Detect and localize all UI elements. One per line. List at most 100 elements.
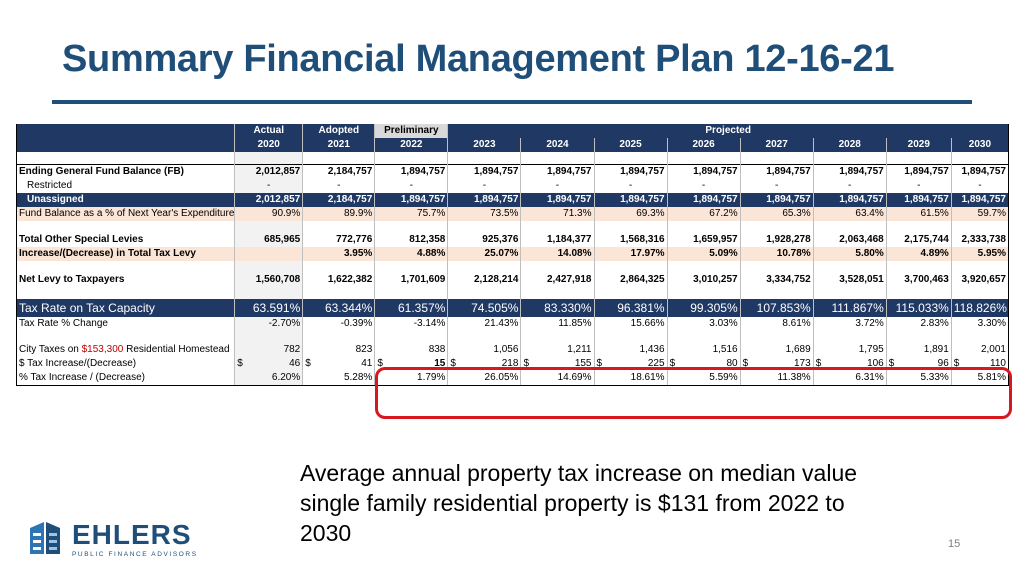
spacer-cell [666,152,741,165]
cell-pct_change: 6.20% [234,371,303,386]
spacer-cell [447,261,521,273]
cell-fb_pct: 69.3% [593,207,668,221]
cell-city_taxes: 838 [374,343,448,357]
spacer-cell [666,221,741,233]
spacer-cell [520,152,594,165]
cell-net_levy: 2,128,214 [447,273,521,287]
cell-value: 173 [794,358,811,369]
cell-levy_change: 4.88% [374,247,448,261]
year-header: 2024 [520,138,594,152]
cell-pct_change: 5.33% [885,371,952,386]
spacer-cell [666,261,741,273]
cell-city_taxes: 1,056 [447,343,521,357]
spacer-row [15,221,1010,233]
year-header: 2028 [812,138,887,152]
cell-tax_rate_change: -3.14% [374,317,448,331]
header-actual: Actual [234,124,303,138]
row-label-pct_change: % Tax Increase / (Decrease) [15,371,235,386]
cell-tax_rate_change: 3.30% [950,317,1010,331]
cell-levy_change: 25.07% [447,247,521,261]
spacer-cell [234,331,303,343]
title-divider [52,100,972,104]
cell-special_levies: 1,184,377 [520,233,594,247]
cell-net_levy: 3,010,257 [666,273,741,287]
cell-tax_rate_change: 3.72% [812,317,887,331]
cell-special_levies: 2,063,468 [812,233,887,247]
page-number: 15 [948,538,961,550]
cell-value: 106 [867,358,884,369]
cell-restricted: - [520,179,594,193]
cell-city_taxes: 2,001 [950,343,1010,357]
cell-ending_fb: 1,894,757 [447,164,521,179]
cell-pct_change: 26.05% [447,371,521,386]
cell-ending_fb: 1,894,757 [950,164,1010,179]
cell-levy_change: 3.95% [302,247,375,261]
cell-city_taxes: 1,689 [739,343,814,357]
financial-plan-table: Actual Adopted Preliminary Projected 2020 202… [15,124,1010,386]
cell-fb_pct: 61.5% [885,207,952,221]
cell-ending_fb: 1,894,757 [666,164,741,179]
spacer-cell [15,287,235,299]
cell-ending_fb: 1,894,757 [885,164,952,179]
cell-fb_pct: 63.4% [812,207,887,221]
spacer-cell [447,331,521,343]
cell-tax_rate: 63.591% [234,299,303,317]
spacer-cell [15,221,235,233]
table-header-row: Actual Adopted Preliminary Projected [15,124,1009,138]
cell-ending_fb: 1,894,757 [593,164,668,179]
spacer-cell [593,331,668,343]
cell-restricted: - [950,179,1010,193]
currency-sign: $ [237,358,243,369]
cell-net_levy: 1,701,609 [374,273,448,287]
cell-city_taxes: 1,891 [885,343,952,357]
cell-restricted: - [812,179,887,193]
cell-value: 15 [434,358,446,369]
cell-levy_change: 17.97% [593,247,668,261]
cell-net_levy: 3,528,051 [812,273,887,287]
cell-value: 41 [361,358,373,369]
cell-tax_rate_change: 8.61% [739,317,814,331]
cell-city_taxes: 823 [302,343,375,357]
cell-tax_rate_change: -2.70% [234,317,303,331]
cell-levy_change: 5.09% [666,247,741,261]
header-adopted: Adopted [302,124,375,138]
spacer-cell [593,221,668,233]
cell-fb_pct: 65.3% [739,207,814,221]
cell-fb_pct: 89.9% [302,207,375,221]
cell-restricted: - [593,179,668,193]
cell-tax_rate: 118.826% [950,299,1010,317]
cell-unassigned: 1,894,757 [374,193,448,207]
cell-fb_pct: 59.7% [950,207,1010,221]
page-title: Summary Financial Management Plan 12-16-… [62,38,895,80]
spacer-cell [447,152,521,165]
city-taxes-label-post: Residential Homestead [123,344,230,355]
cell-value: 218 [501,358,519,369]
spacer-cell [520,331,594,343]
spacer-cell [666,331,741,343]
spacer-cell [950,152,1010,165]
spacer-cell [593,287,668,299]
spacer-cell [374,261,448,273]
cell-net_levy: 1,622,382 [302,273,375,287]
tax-impact-highlight [375,367,1012,419]
cell-unassigned: 1,894,757 [739,193,814,207]
spacer-cell [374,221,448,233]
cell-special_levies: 685,965 [234,233,303,247]
cell-unassigned: 1,894,757 [666,193,741,207]
currency-sign: $ [377,358,383,369]
spacer-cell [812,331,887,343]
cell-tax_rate_change: 21.43% [447,317,521,331]
cell-net_levy: 1,560,708 [234,273,303,287]
row-label-tax_rate: Tax Rate on Tax Capacity [15,299,235,317]
cell-unassigned: 1,894,757 [950,193,1010,207]
spacer-cell [950,261,1010,273]
spacer-cell [15,331,235,343]
cell-unassigned: 1,894,757 [520,193,594,207]
row-label-levy_change: Increase/(Decrease) in Total Tax Levy [15,247,235,261]
cell-ending_fb: 1,894,757 [812,164,887,179]
cell-ending_fb: 2,184,757 [302,164,375,179]
currency-sign: $ [450,358,456,369]
cell-fb_pct: 90.9% [234,207,303,221]
currency-sign: $ [888,358,895,369]
cell-restricted: - [739,179,814,193]
